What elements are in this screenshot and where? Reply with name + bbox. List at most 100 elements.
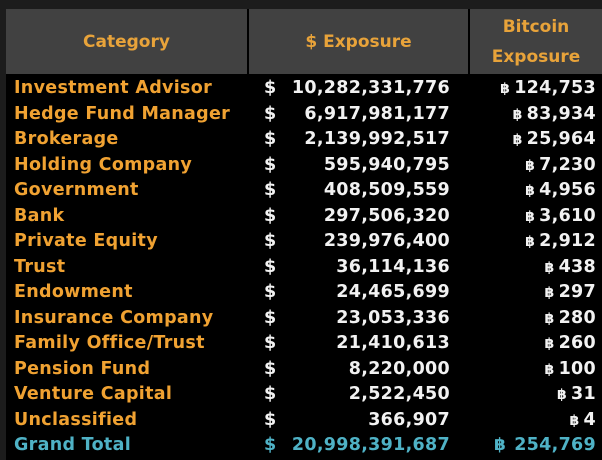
btc-value: 7,230 <box>539 154 596 175</box>
usd-exposure-cell: 24,465,699 <box>336 282 450 302</box>
bitcoin-icon: ฿ <box>544 336 555 352</box>
dollar-sign: $ <box>264 409 277 430</box>
usd-exposure-cell: 408,509,559 <box>323 180 450 200</box>
usd-exposure-cell: 23,053,336 <box>336 307 450 328</box>
dollar-sign: $ <box>264 333 277 353</box>
btc-exposure-cell: ฿ 254,769 <box>494 433 596 459</box>
table-row: Unclassified $ 366,907 ฿ 4 <box>6 408 602 434</box>
header-btc-exposure: Bitcoin Exposure <box>470 9 602 74</box>
category-cell: Holding Company <box>14 154 193 175</box>
dollar-sign: $ <box>264 103 277 124</box>
dollar-sign: $ <box>264 154 277 175</box>
usd-exposure-cell: 21,410,613 <box>336 333 450 353</box>
btc-value: 4,956 <box>539 180 596 200</box>
table-row: Hedge Fund Manager $ 6,917,981,177 ฿ 83,9… <box>6 102 602 128</box>
category-cell: Insurance Company <box>14 307 214 328</box>
btc-exposure-cell: ฿ 280 <box>545 306 596 333</box>
btc-value: 4 <box>583 409 596 430</box>
btc-value: 438 <box>558 256 596 277</box>
usd-exposure-cell: 20,998,391,687 <box>291 435 450 455</box>
table-body: Investment Advisor $ 10,282,331,776 ฿ 124… <box>6 76 602 459</box>
dollar-sign: $ <box>264 282 277 302</box>
table-row: Insurance Company $ 23,053,336 ฿ 280 <box>6 306 602 332</box>
usd-exposure-cell: 297,506,320 <box>323 205 450 226</box>
usd-exposure-cell: 8,220,000 <box>348 358 450 379</box>
btc-exposure-cell: ฿ 2,912 <box>525 229 596 256</box>
category-cell: Brokerage <box>14 129 119 149</box>
bitcoin-icon: ฿ <box>494 435 507 455</box>
dollar-sign: $ <box>264 78 277 98</box>
table-row: Brokerage $ 2,139,992,517 ฿ 25,964 <box>6 127 602 153</box>
usd-exposure-cell: 2,522,450 <box>348 384 450 404</box>
dollar-sign: $ <box>264 180 277 200</box>
btc-value: 260 <box>558 333 596 353</box>
header-usd-exposure: $ Exposure <box>249 9 468 74</box>
usd-exposure-cell: 36,114,136 <box>336 256 450 277</box>
category-cell: Trust <box>14 256 66 277</box>
usd-exposure-cell: 6,917,981,177 <box>304 103 450 124</box>
dollar-sign: $ <box>264 231 277 251</box>
btc-exposure-cell: ฿ 4,956 <box>525 178 596 205</box>
table-row: Bank $ 297,506,320 ฿ 3,610 <box>6 204 602 230</box>
table-row: Government $ 408,509,559 ฿ 4,956 <box>6 178 602 204</box>
dollar-sign: $ <box>264 256 277 277</box>
btc-exposure-cell: ฿ 4 <box>569 408 596 435</box>
btc-value: 100 <box>558 358 596 379</box>
category-cell: Pension Fund <box>14 358 151 379</box>
table-header: Category $ Exposure Bitcoin Exposure <box>6 9 602 74</box>
btc-value: 280 <box>558 307 596 328</box>
usd-exposure-cell: 595,940,795 <box>323 154 450 175</box>
btc-exposure-cell: ฿ 438 <box>545 255 596 282</box>
dollar-sign: $ <box>264 384 277 404</box>
usd-exposure-cell: 239,976,400 <box>323 231 450 251</box>
btc-value: 297 <box>558 282 596 302</box>
category-cell: Endowment <box>14 282 133 302</box>
btc-value: 25,964 <box>526 129 596 149</box>
bitcoin-icon: ฿ <box>500 81 511 97</box>
table-row: Endowment $ 24,465,699 ฿ 297 <box>6 280 602 306</box>
btc-value: 83,934 <box>526 103 596 124</box>
usd-exposure-cell: 2,139,992,517 <box>304 129 450 149</box>
category-cell: Private Equity <box>14 231 158 251</box>
bitcoin-icon: ฿ <box>525 183 536 199</box>
bitcoin-icon: ฿ <box>544 310 555 327</box>
btc-value: 254,769 <box>514 435 596 455</box>
usd-exposure-cell: 10,282,331,776 <box>291 78 450 98</box>
btc-exposure-cell: ฿ 3,610 <box>525 204 596 231</box>
bitcoin-icon: ฿ <box>525 157 536 174</box>
btc-value: 31 <box>571 384 596 404</box>
btc-value: 124,753 <box>514 78 596 98</box>
table-row: Pension Fund $ 8,220,000 ฿ 100 <box>6 357 602 383</box>
category-cell: Grand Total <box>14 435 131 455</box>
category-cell: Government <box>14 180 139 200</box>
header-btc-line2: Exposure <box>491 46 581 67</box>
btc-exposure-cell: ฿ 260 <box>545 331 596 358</box>
dollar-sign: $ <box>264 435 277 455</box>
header-category: Category <box>6 9 247 74</box>
btc-exposure-cell: ฿ 25,964 <box>513 127 596 154</box>
bitcoin-icon: ฿ <box>512 132 523 148</box>
bitcoin-icon: ฿ <box>544 361 555 378</box>
btc-exposure-cell: ฿ 7,230 <box>525 153 596 180</box>
bitcoin-icon: ฿ <box>525 208 536 225</box>
bitcoin-icon: ฿ <box>569 412 580 429</box>
table-row: Venture Capital $ 2,522,450 ฿ 31 <box>6 382 602 408</box>
category-cell: Hedge Fund Manager <box>14 103 231 124</box>
bitcoin-icon: ฿ <box>544 259 555 276</box>
btc-value: 3,610 <box>539 205 596 226</box>
category-cell: Venture Capital <box>14 384 173 404</box>
btc-value: 2,912 <box>539 231 596 251</box>
grand-total-row: Grand Total $ 20,998,391,687 ฿ 254,769 <box>6 433 602 459</box>
dollar-sign: $ <box>264 129 277 149</box>
dollar-sign: $ <box>264 205 277 226</box>
bitcoin-icon: ฿ <box>512 106 523 123</box>
btc-exposure-cell: ฿ 124,753 <box>500 76 596 103</box>
btc-exposure-cell: ฿ 83,934 <box>513 102 596 129</box>
category-cell: Unclassified <box>14 409 138 430</box>
dollar-sign: $ <box>264 307 277 328</box>
usd-exposure-cell: 366,907 <box>368 409 450 430</box>
header-btc-line1: Bitcoin <box>502 16 570 37</box>
btc-exposure-cell: ฿ 100 <box>545 357 596 384</box>
bitcoin-icon: ฿ <box>525 234 536 250</box>
category-cell: Family Office/Trust <box>14 333 205 353</box>
